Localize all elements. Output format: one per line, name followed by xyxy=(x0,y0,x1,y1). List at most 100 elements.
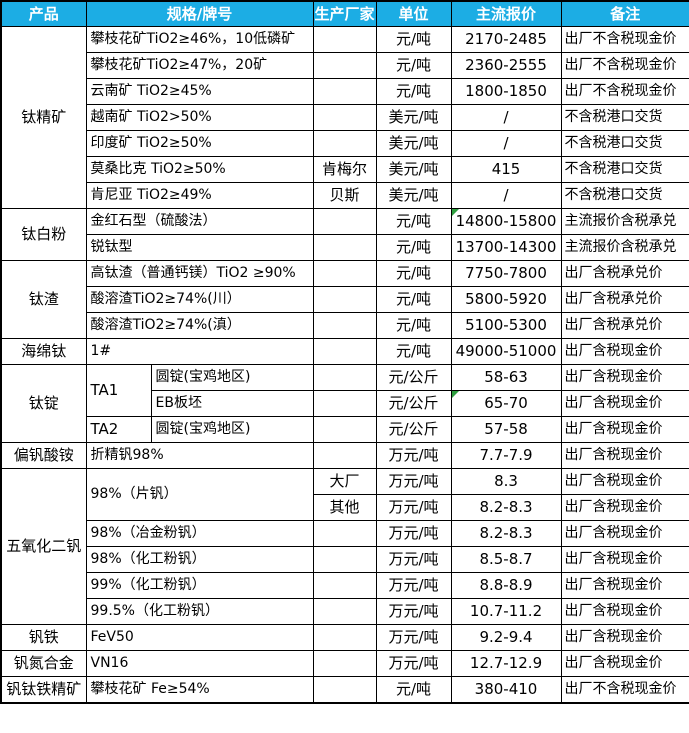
spec-cell: 98%（片钒） xyxy=(85,468,314,521)
producer-cell xyxy=(312,52,377,79)
spec-cell: 1# xyxy=(85,338,314,365)
table-row: 酸溶渣TiO2≥74%(川） 元/吨 5800-5920 出厂含税承兑价 xyxy=(1,286,689,313)
producer-cell xyxy=(312,234,377,261)
price-cell: / xyxy=(450,130,562,157)
column-header-product: 产品 xyxy=(0,0,87,27)
column-header-unit: 单位 xyxy=(375,0,452,27)
unit-cell: 元/吨 xyxy=(375,286,452,313)
column-header-spec: 规格/牌号 xyxy=(85,0,314,27)
table-row: 印度矿 TiO2≥50% 美元/吨 / 不含税港口交货 xyxy=(1,130,689,157)
product-cell: 钛锭 xyxy=(0,364,87,443)
note-cell: 出厂含税现金价 xyxy=(560,494,689,521)
spec-cell: 98%（化工粉钒） xyxy=(85,546,314,573)
price-cell: 8.8-8.9 xyxy=(450,572,562,599)
table-row: 五氧化二钒 98%（片钒） 大厂 万元/吨 8.3 出厂含税现金价 xyxy=(0,468,689,625)
producer-cell: 其他 xyxy=(312,494,377,521)
producer-cell xyxy=(312,572,377,599)
column-header-producer: 生产厂家 xyxy=(312,0,377,27)
column-header-note: 备注 xyxy=(560,0,689,27)
spec-cell: 圆锭(宝鸡地区) xyxy=(150,416,314,443)
table-row: 锐钛型 元/吨 13700-14300 主流报价含税承兑 xyxy=(1,234,689,261)
unit-cell: 美元/吨 xyxy=(375,156,452,183)
table-row: 98%（化工粉钒） 万元/吨 8.5-8.7 出厂含税现金价 xyxy=(1,546,689,573)
product-cell: 五氧化二钒 xyxy=(0,468,87,625)
table-row: 钒钛铁精矿 攀枝花矿 Fe≥54% 元/吨 380-410 出厂不含税现金价 xyxy=(0,676,689,704)
note-cell: 出厂不含税现金价 xyxy=(560,52,689,79)
spec-cell: 攀枝花矿TiO2≥46%，10低磷矿 xyxy=(85,26,314,53)
price-cell: 1800-1850 xyxy=(450,78,562,105)
table-row: 钛精矿 攀枝花矿TiO2≥46%，10低磷矿元/吨 2170-2485 出厂不含税现金… xyxy=(0,26,689,209)
price-cell: 2170-2485 xyxy=(450,26,562,53)
price-cell: 13700-14300 xyxy=(450,234,562,261)
unit-cell: 美元/吨 xyxy=(375,130,452,157)
producer-cell xyxy=(312,26,377,53)
price-cell: 10.7-11.2 xyxy=(450,598,562,625)
note-cell: 出厂含税现金价 xyxy=(560,624,689,651)
table-row: TA2 圆锭(宝鸡地区) 元/公斤 57-58 出厂含税现金价 xyxy=(1,416,689,443)
price-cell: / xyxy=(450,182,562,209)
producer-cell xyxy=(312,338,377,365)
producer-cell xyxy=(312,78,377,105)
price-cell: 49000-51000 xyxy=(450,338,562,365)
note-cell: 出厂含税现金价 xyxy=(560,416,689,443)
unit-cell: 万元/吨 xyxy=(375,494,452,521)
column-header-price: 主流报价 xyxy=(450,0,562,27)
spec-cell: 98%（冶金粉钒） xyxy=(85,520,314,547)
unit-cell: 元/公斤 xyxy=(375,416,452,443)
spec-cell: 酸溶渣TiO2≥74%(川） xyxy=(85,286,314,313)
grade-cell: TA2 xyxy=(85,416,152,443)
note-cell: 出厂含税现金价 xyxy=(560,442,689,469)
spec-cell: 莫桑比克 TiO2≥50% xyxy=(85,156,314,183)
product-cell: 钒氮合金 xyxy=(0,650,87,677)
green-triangle-marker xyxy=(452,209,459,216)
note-cell: 出厂含税现金价 xyxy=(560,338,689,365)
unit-cell: 万元/吨 xyxy=(375,598,452,625)
table-row: 钛锭 TA1 圆锭(宝鸡地区) 元/公斤 58-63 出厂含税现金价 xyxy=(0,364,689,443)
producer-cell xyxy=(312,312,377,339)
spec-cell: VN16 xyxy=(85,650,314,677)
unit-cell: 美元/吨 xyxy=(375,104,452,131)
green-triangle-marker xyxy=(452,391,459,398)
price-cell: 12.7-12.9 xyxy=(450,650,562,677)
unit-cell: 元/吨 xyxy=(375,676,452,704)
price-cell: 8.3 xyxy=(450,468,562,495)
note-cell: 不含税港口交货 xyxy=(560,104,689,131)
table-row: 99%（化工粉钒） 万元/吨 8.8-8.9 出厂含税现金价 xyxy=(1,572,689,599)
product-cell: 钛精矿 xyxy=(0,26,87,209)
note-cell: 出厂含税现金价 xyxy=(560,468,689,495)
note-cell: 出厂含税现金价 xyxy=(560,520,689,547)
producer-cell xyxy=(312,364,377,391)
product-cell: 钒铁 xyxy=(0,624,87,651)
note-cell: 出厂含税承兑价 xyxy=(560,260,689,287)
producer-cell xyxy=(312,416,377,443)
table-row: 海绵钛 1# 元/吨 49000-51000 出厂含税现金价 xyxy=(0,338,689,365)
producer-cell xyxy=(312,650,377,677)
producer-cell xyxy=(312,442,377,469)
note-cell: 出厂含税现金价 xyxy=(560,390,689,417)
table-row: 酸溶渣TiO2≥74%(滇） 元/吨 5100-5300 出厂含税承兑价 xyxy=(1,312,689,339)
spec-cell: 99%（化工粉钒） xyxy=(85,572,314,599)
producer-cell xyxy=(312,286,377,313)
product-cell: 钛白粉 xyxy=(0,208,87,261)
producer-cell xyxy=(312,260,377,287)
spec-cell: 99.5%（化工粉钒） xyxy=(85,598,314,625)
unit-cell: 万元/吨 xyxy=(375,546,452,573)
spec-cell: 高钛渣（普通钙镁）TiO2 ≥90% xyxy=(85,260,314,287)
price-cell: 58-63 xyxy=(450,364,562,391)
note-cell: 不含税港口交货 xyxy=(560,130,689,157)
unit-cell: 元/公斤 xyxy=(375,364,452,391)
unit-cell: 美元/吨 xyxy=(375,182,452,209)
unit-cell: 元/吨 xyxy=(375,338,452,365)
note-cell: 出厂含税承兑价 xyxy=(560,286,689,313)
table-row: 钒铁 FeV50 万元/吨 9.2-9.4 出厂含税现金价 xyxy=(0,624,689,651)
price-cell: 8.2-8.3 xyxy=(450,494,562,521)
table-row: 偏钒酸铵 折精钒98% 万元/吨 7.7-7.9 出厂含税现金价 xyxy=(0,442,689,469)
producer-cell: 贝斯 xyxy=(312,182,377,209)
producer-cell xyxy=(312,130,377,157)
spec-cell: FeV50 xyxy=(85,624,314,651)
unit-cell: 元/吨 xyxy=(375,312,452,339)
price-cell: 7750-7800 xyxy=(450,260,562,287)
unit-cell: 元/吨 xyxy=(375,52,452,79)
note-cell: 出厂含税现金价 xyxy=(560,572,689,599)
price-cell: / xyxy=(450,104,562,131)
